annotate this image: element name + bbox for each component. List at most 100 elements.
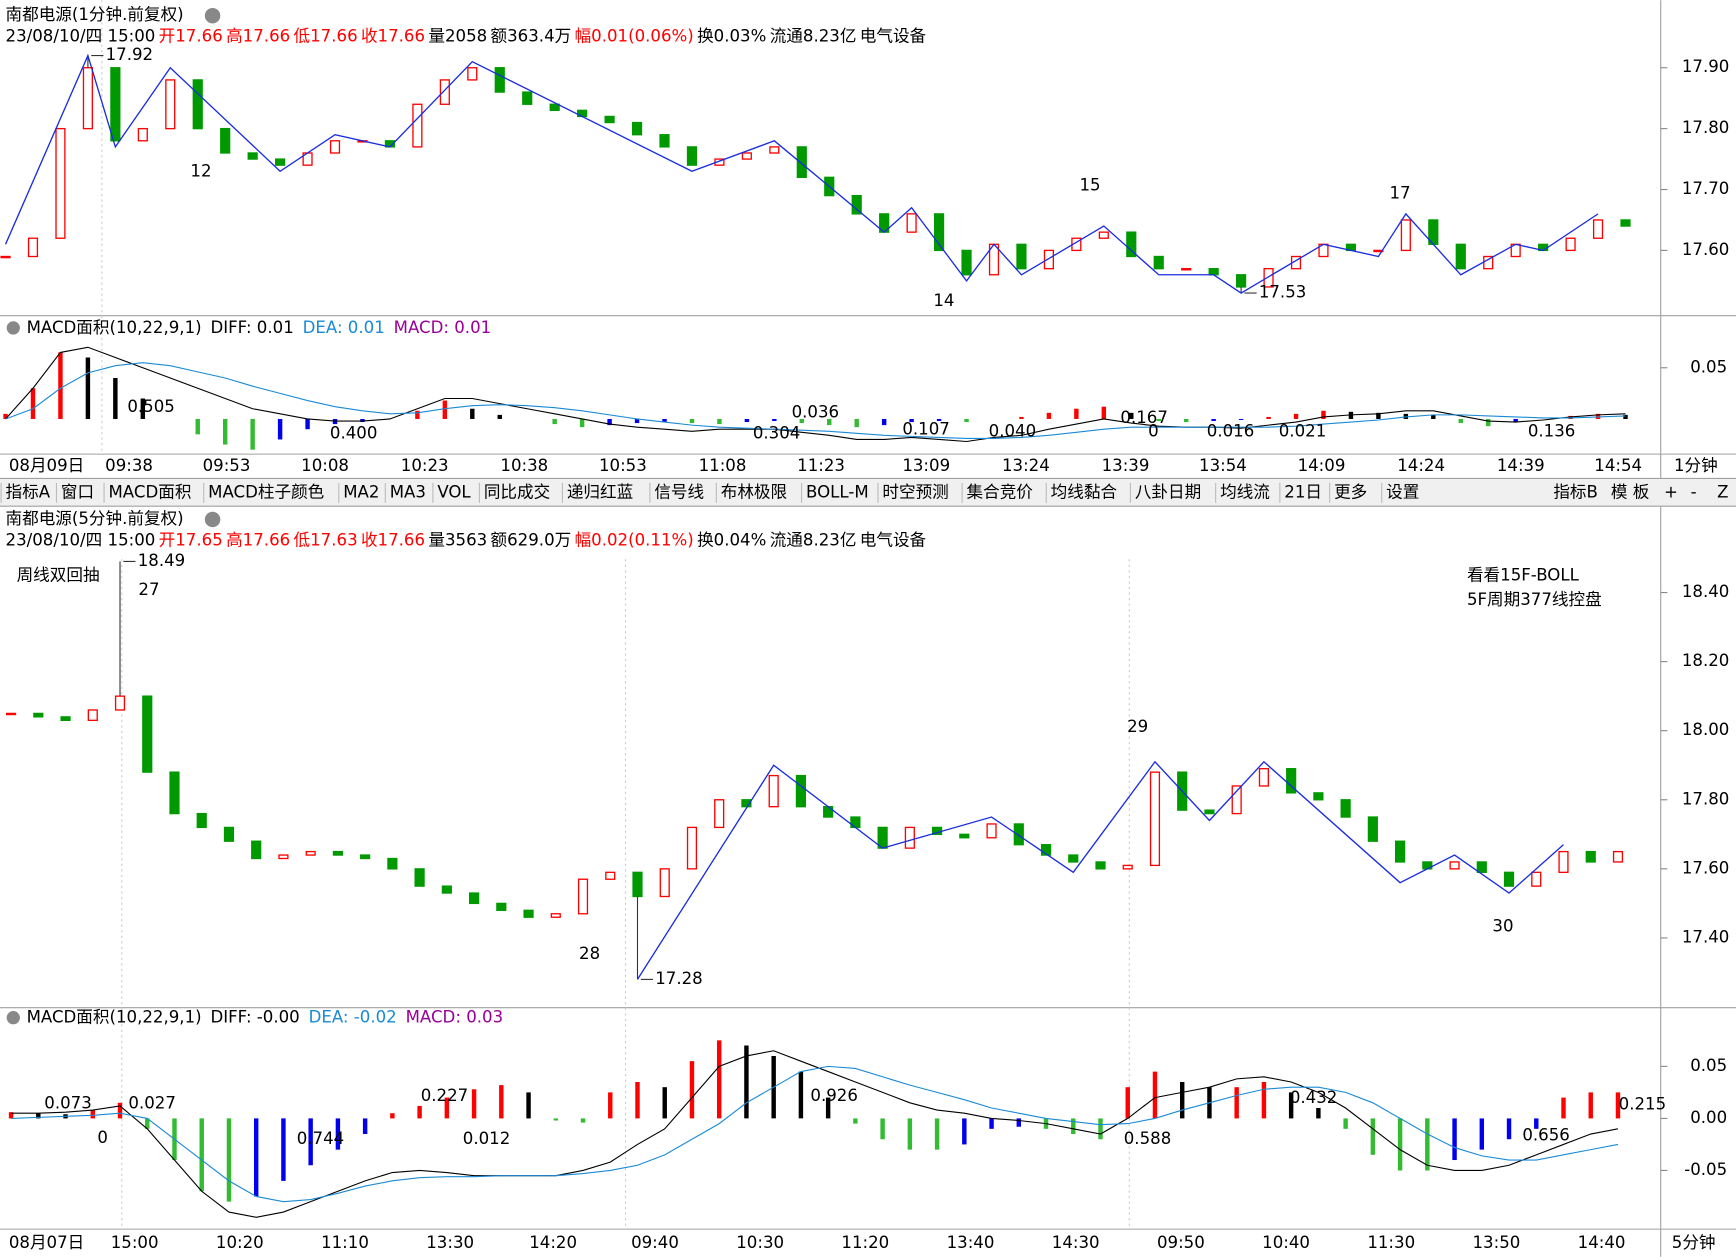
y-tick-label: 17.40 [1682, 927, 1730, 946]
candle [933, 213, 945, 252]
toolbar-button[interactable]: 集合竞价 [967, 482, 1034, 501]
annotation-b: 27 [138, 580, 159, 599]
candle [278, 854, 289, 860]
panel-icon[interactable] [6, 321, 20, 335]
area-label: 0.744 [297, 1129, 345, 1148]
note: 5F周期377线控盘 [1467, 590, 1602, 609]
candle [60, 716, 71, 721]
candle [467, 67, 478, 81]
x-tick-label: 13:39 [1102, 456, 1150, 475]
indicator-dea: DEA: 0.01 [303, 317, 385, 336]
y-tick-label: 17.90 [1682, 57, 1730, 76]
quote-info: 23/08/10/四 15:00 开17.66 高17.66 低17.66 收17.66… [6, 26, 927, 45]
toolbar-button[interactable]: 时空预测 [882, 482, 948, 501]
area-label: 0.012 [463, 1129, 511, 1148]
toolbar-button[interactable]: 同比成交 [484, 482, 550, 501]
panel-icon[interactable] [6, 1011, 20, 1025]
toolbar-button[interactable]: Z [1717, 482, 1728, 501]
area-label: 0.036 [792, 403, 840, 422]
toolbar-button[interactable]: - [1691, 482, 1697, 501]
area-label: 0.588 [1124, 1129, 1172, 1148]
quote-item: 高17.66 [226, 26, 290, 45]
quote-item: 高17.66 [226, 530, 290, 549]
y-tick-label: 17.60 [1682, 240, 1730, 259]
toolbar-bg [0, 478, 1736, 507]
toolbar-button[interactable]: 设置 [1386, 482, 1419, 501]
toolbar-button[interactable]: 递归红蓝 [567, 482, 633, 501]
toolbar-button[interactable]: MA2 [343, 482, 379, 501]
toolbar-button[interactable]: 布林极限 [721, 482, 787, 501]
area-label: 0.400 [330, 424, 378, 443]
x-tick-label: 11:10 [321, 1233, 369, 1252]
x-tick-label: 13:09 [902, 456, 950, 475]
quote-item: 流通8.23亿 [770, 530, 857, 549]
extreme-label: 17.53 [1259, 283, 1307, 302]
x-tick-label: 09:40 [631, 1233, 679, 1252]
candle [412, 103, 423, 148]
toolbar-button[interactable]: + [1664, 482, 1678, 501]
candle [1340, 799, 1351, 818]
candle [1400, 219, 1411, 252]
toolbar-button[interactable]: 21日 [1284, 482, 1322, 501]
extreme-label: 17.28 [655, 969, 703, 988]
quote-item: 幅0.01(0.06%) [575, 26, 694, 45]
toolbar-button[interactable]: 模 板 [1611, 482, 1650, 501]
toolbar-button[interactable]: BOLL-M [806, 482, 869, 501]
candle [1455, 243, 1466, 270]
annotation-b: 30 [1492, 916, 1513, 935]
y-tick-label: 0.05 [1690, 1056, 1727, 1075]
indicator-dea: DEA: -0.02 [309, 1007, 397, 1026]
area-label: 0.215 [1619, 1095, 1667, 1114]
toolbar-button[interactable]: MACD柱子颜色 [208, 482, 324, 501]
candle [959, 833, 970, 839]
dropdown-icon[interactable] [204, 7, 221, 24]
x-tick-label: 09:50 [1157, 1233, 1205, 1252]
candle [1098, 231, 1109, 239]
toolbar-button[interactable]: 窗口 [61, 482, 94, 501]
toolbar-button[interactable]: VOL [437, 482, 471, 501]
y-tick-label: 0.05 [1690, 357, 1727, 376]
toolbar-button[interactable]: 八卦日期 [1135, 482, 1201, 501]
indicator-macd: MACD: 0.01 [394, 317, 492, 336]
toolbar-button[interactable]: MACD面积 [109, 482, 192, 501]
toolbar-button[interactable]: 均线黏合 [1051, 482, 1118, 501]
quote-item: 开17.66 [159, 26, 223, 45]
candle [523, 909, 534, 918]
dropdown-icon[interactable] [204, 511, 221, 528]
indicator-name: MACD面积(10,22,9,1) [27, 1007, 202, 1026]
candle [1231, 785, 1242, 815]
toolbar-button[interactable]: MA3 [390, 482, 426, 501]
candle [659, 134, 670, 148]
x-tick-label: 14:09 [1298, 456, 1346, 475]
candle [549, 103, 560, 112]
toolbar-button[interactable]: 更多 [1334, 482, 1367, 501]
x-tick-label: 14:39 [1497, 456, 1545, 475]
toolbar-button[interactable]: 指标B [1553, 482, 1598, 501]
y-tick-label: 17.80 [1682, 118, 1730, 137]
candle [55, 127, 66, 239]
candle [1016, 243, 1027, 270]
area-label: 0.016 [1207, 421, 1255, 440]
diff-line [5, 346, 1626, 443]
x-tick-label: 10:38 [500, 456, 548, 475]
period-label: 5分钟 [1672, 1233, 1716, 1252]
candle [1068, 854, 1079, 863]
x-tick-label: 14:40 [1578, 1233, 1626, 1252]
annotation-b: 29 [1127, 717, 1148, 736]
y-tick-label: 17.80 [1682, 789, 1730, 808]
toolbar-button[interactable]: 信号线 [654, 482, 704, 501]
candle [961, 249, 972, 276]
toolbar-button[interactable]: 指标A [6, 482, 51, 501]
x-tick-label: 08月09日 [9, 456, 84, 475]
day-dividers [101, 0, 1130, 1230]
candle [494, 67, 505, 93]
dea-line [11, 1065, 1619, 1203]
area-label: 0 [97, 1128, 108, 1147]
toolbar-button[interactable]: 均线流 [1220, 482, 1270, 501]
quote-item: 换0.04% [697, 530, 766, 549]
x-tick-label: 09:53 [203, 456, 251, 475]
x-tick-label: 10:30 [736, 1233, 784, 1252]
candle [1313, 792, 1324, 801]
